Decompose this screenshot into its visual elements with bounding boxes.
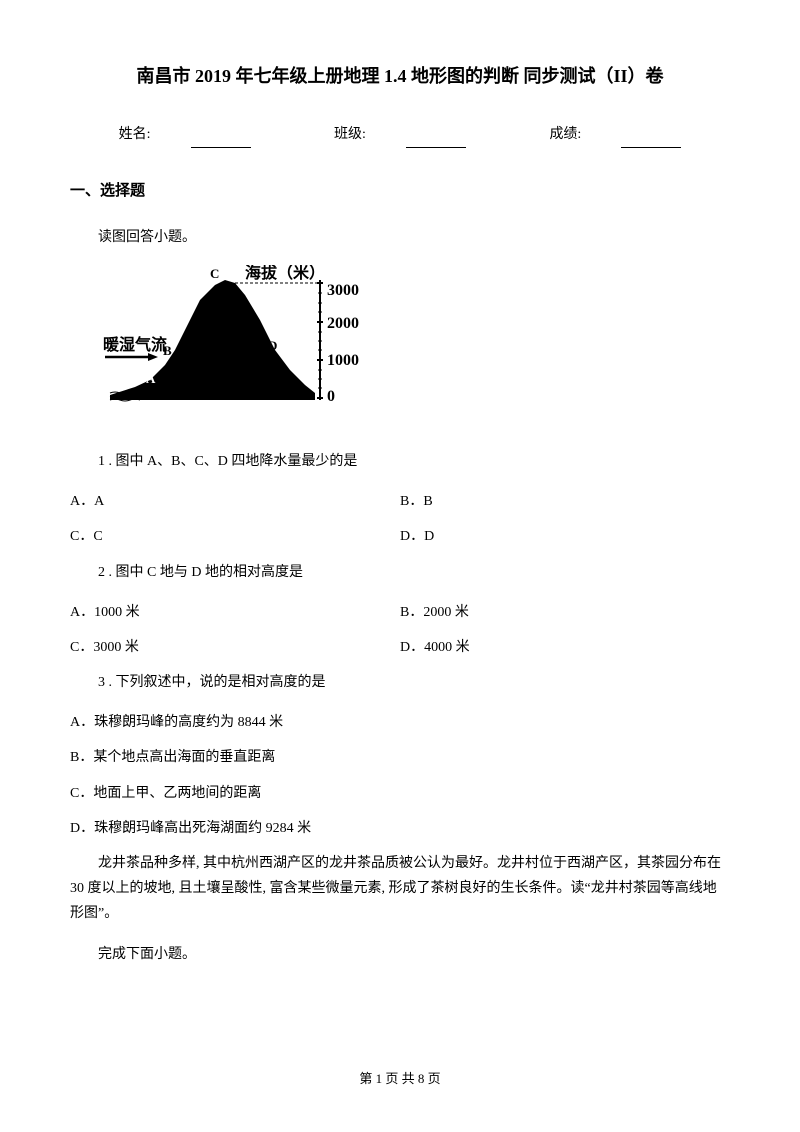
question-1-text: 1 . 图中 A、B、C、D 四地降水量最少的是: [70, 449, 730, 474]
section-header: 一、选择题: [70, 178, 730, 205]
scale-3000: 3000: [327, 282, 359, 299]
q1-option-c: C．C: [70, 524, 400, 549]
name-field: 姓名:: [99, 127, 274, 142]
warm-air-label: 暖湿气流: [103, 335, 167, 354]
q2-options-row-2: C．3000 米 D．4000 米: [70, 635, 730, 660]
q1-option-d: D．D: [400, 524, 730, 549]
q1-options-row-2: C．C D．D: [70, 524, 730, 549]
page-title: 南昌市 2019 年七年级上册地理 1.4 地形图的判断 同步测试（II）卷: [70, 60, 730, 92]
point-a-label: A: [146, 371, 156, 386]
page-footer: 第 1 页 共 8 页: [70, 1067, 730, 1090]
point-b-label: B: [163, 343, 172, 358]
q3-option-a: A．珠穆朗玛峰的高度约为 8844 米: [70, 710, 730, 735]
class-field: 班级:: [314, 127, 489, 142]
student-info-row: 姓名: 班级: 成绩:: [70, 122, 730, 147]
q2-option-c: C．3000 米: [70, 635, 400, 660]
name-blank: [191, 132, 251, 148]
altitude-axis-label: 海拔（米）: [245, 265, 325, 282]
point-c-label: C: [210, 266, 219, 281]
mountain-figure: 暖湿气流 A B C D 海拔（米） 3000 2000 1000 0: [100, 265, 730, 429]
name-label: 姓名:: [119, 127, 151, 142]
intro-paragraph: 读图回答小题。: [70, 225, 730, 250]
arrow-head-icon: [148, 353, 158, 361]
scale-0: 0: [327, 388, 335, 405]
q3-option-c: C．地面上甲、乙两地间的距离: [70, 781, 730, 806]
q2-options-row-1: A．1000 米 B．2000 米: [70, 600, 730, 625]
score-label: 成绩:: [549, 127, 581, 142]
class-blank: [406, 132, 466, 148]
score-blank: [621, 132, 681, 148]
scale-2000: 2000: [327, 315, 359, 332]
class-label: 班级:: [334, 127, 366, 142]
q3-option-b: B．某个地点高出海面的垂直距离: [70, 745, 730, 770]
q1-option-a: A．A: [70, 489, 400, 514]
q2-option-b: B．2000 米: [400, 600, 730, 625]
scale-1000: 1000: [327, 352, 359, 369]
q2-option-d: D．4000 米: [400, 635, 730, 660]
mountain-diagram: 暖湿气流 A B C D 海拔（米） 3000 2000 1000 0: [100, 265, 370, 420]
complete-paragraph: 完成下面小题。: [70, 942, 730, 967]
question-2-text: 2 . 图中 C 地与 D 地的相对高度是: [70, 560, 730, 585]
q1-options-row-1: A．A B．B: [70, 489, 730, 514]
point-d-label: D: [268, 338, 277, 353]
score-field: 成绩:: [529, 127, 701, 142]
q1-option-b: B．B: [400, 489, 730, 514]
q3-option-d: D．珠穆朗玛峰高出死海湖面约 9284 米: [70, 816, 730, 841]
q2-option-a: A．1000 米: [70, 600, 400, 625]
question-3-text: 3 . 下列叙述中，说的是相对高度的是: [70, 670, 730, 695]
context-paragraph: 龙井茶品种多样, 其中杭州西湖产区的龙井茶品质被公认为最好。龙井村位于西湖产区，…: [70, 851, 730, 927]
